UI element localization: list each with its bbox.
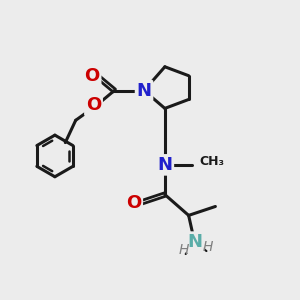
Text: N: N	[158, 156, 172, 174]
Text: O: O	[86, 96, 101, 114]
Text: O: O	[126, 194, 141, 212]
Text: N: N	[136, 82, 152, 100]
Text: H: H	[179, 243, 189, 256]
Text: N: N	[187, 233, 202, 251]
Text: CH₃: CH₃	[199, 155, 224, 168]
Text: H: H	[203, 240, 213, 254]
Text: O: O	[84, 67, 100, 85]
